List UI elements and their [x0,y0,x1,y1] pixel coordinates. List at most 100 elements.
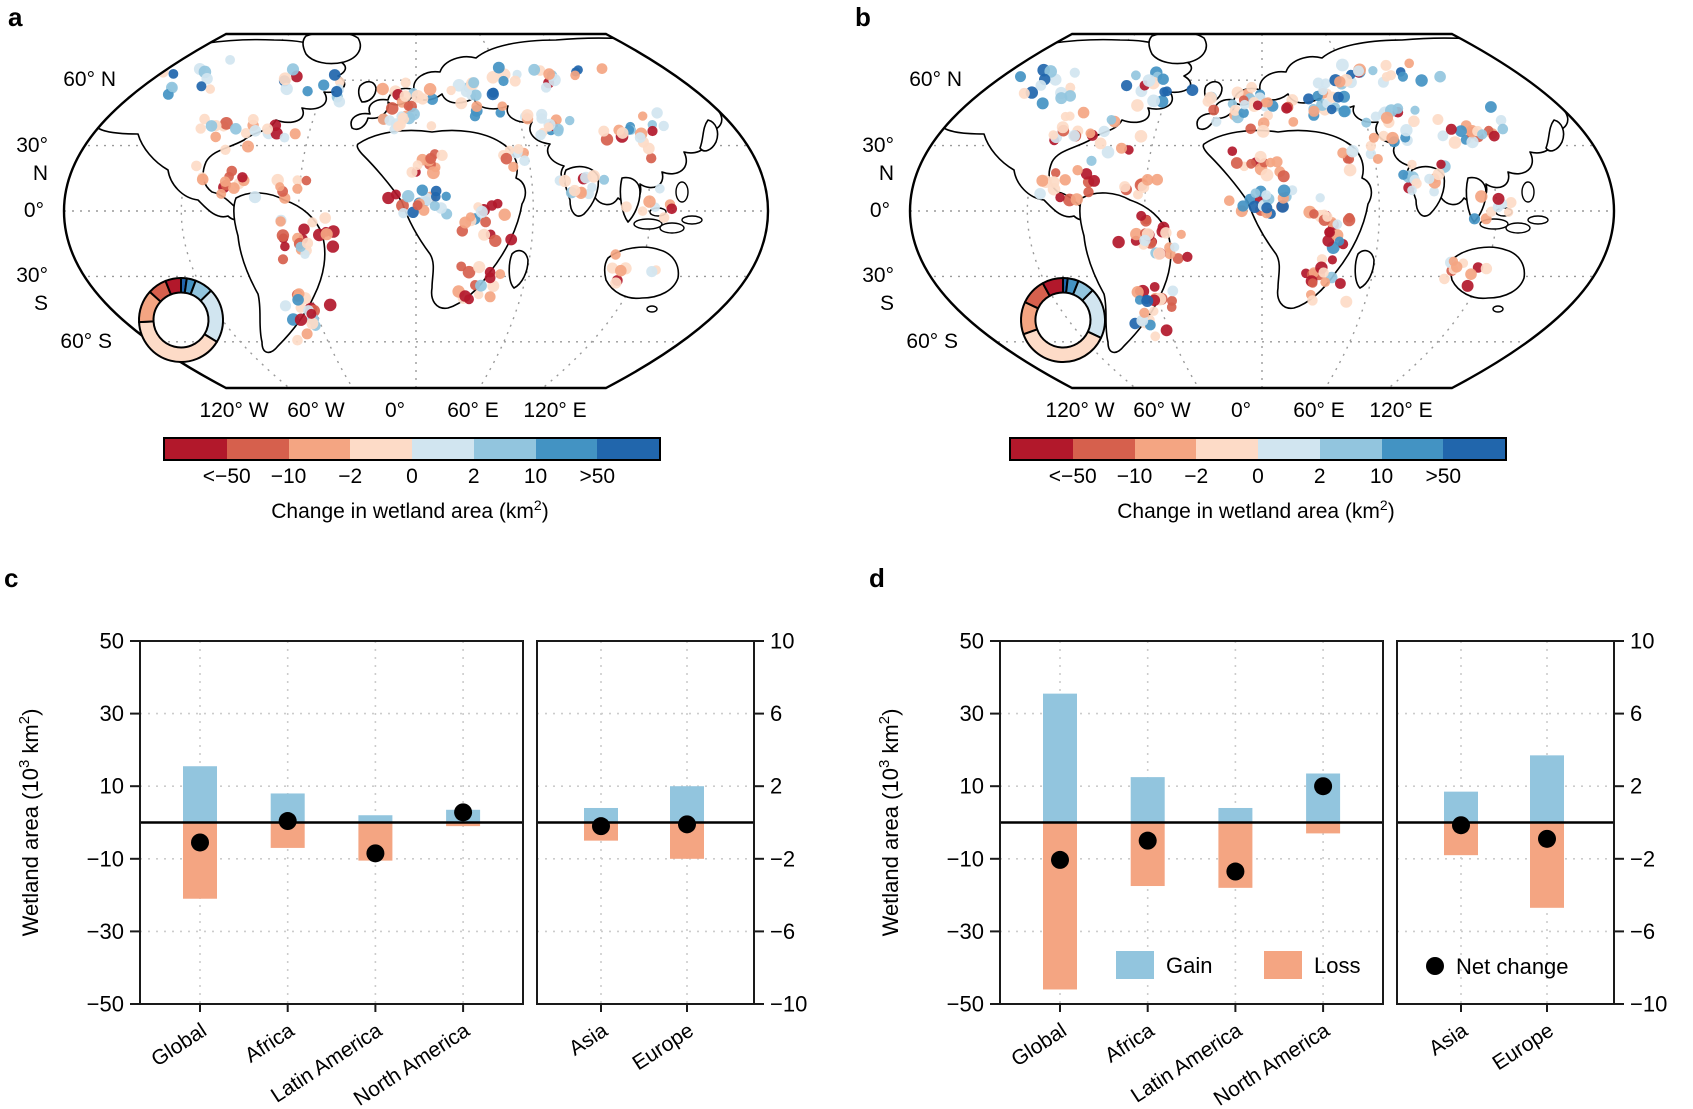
map-dot site-europe-west [1239,99,1250,110]
map-dot site-north-africa [1246,158,1256,169]
map-dot site-southern-africa [1307,278,1318,288]
map-dot site-southern-africa [1320,277,1331,287]
map-dot site-europe-west [1288,117,1299,127]
map-dot site-siberia [1380,59,1392,71]
net-change-dot-Africa [1138,831,1157,850]
map-dot site-east-asia [1466,136,1479,149]
map-dot site-east-central-africa [459,216,472,229]
continent-outline [1545,119,1565,152]
island-outline [1527,215,1549,225]
map-dot site-central-asia [543,122,554,132]
map-dot site-east-asia [1432,114,1444,125]
map-dot site-mexico-central-america [1070,193,1083,206]
map-dot site-siberia [1434,70,1446,83]
continent-outline [302,34,362,65]
map-dot site-west-africa-sahel [431,191,441,202]
map-dot site-europe-west [400,77,411,88]
lon-label: 120° E [1369,399,1433,422]
lon-label: 60° W [287,399,345,422]
map-dot site-mexico-central-america [237,172,248,183]
map-dot site-central-asia [536,113,547,124]
map-dot site-caribbean [292,175,303,186]
lat-label: 30° S [16,264,48,316]
net-change-dot-North America [1314,777,1333,796]
map-dot site-west-africa-sahel [416,184,428,196]
map-dot site-southern-africa [1335,278,1346,289]
map-dot site-central-asia [565,115,575,126]
map-dot site-east-asia [1495,115,1507,126]
map-dot site-united-states [1098,125,1110,138]
map-dot site-south-america-north [320,228,333,241]
island-outline [721,311,735,321]
map-dot site-europe-east [488,87,499,98]
map-dot site-southeast-asia [1468,213,1481,225]
colorbar-segment [350,439,412,459]
island-outline [1521,181,1535,203]
map-dot site-australia [1472,262,1484,273]
lat-label: 60° S [906,329,958,353]
map-dot site-middle-east [519,155,530,166]
map-dot site-siberia [1381,72,1392,82]
lat-label: 60° N [63,68,116,92]
map-dot site-siberia [509,75,521,87]
map-dot site-alaska-nw-canada [1015,71,1026,83]
map-dot site-mexico-central-america [219,176,231,187]
map-dot site-australia [610,249,621,260]
map-dot site-siberia [498,75,509,87]
map-dot site-central-asia [553,126,564,137]
map-dot site-central-asia [1370,111,1381,122]
lat-label: 30° N [862,133,894,185]
legend-gain-label: Gain [1166,953,1212,978]
map-dot site-central-asia [1380,111,1394,124]
map-dot site-south-asia [599,174,610,185]
map-dot site-east-central-africa [1322,211,1333,222]
map-dot site-southeast-asia [1492,192,1505,205]
net-change-dot-Africa [278,812,297,831]
y-tick-label: −10 [87,846,124,871]
map-dot site-australia [646,266,658,278]
map-dot site-east-central-africa [1342,213,1356,227]
map-dot site-siberia [543,68,555,80]
y-tick-label: 30 [960,701,984,726]
map-dot site-north-africa [1227,146,1238,156]
island-outline [1505,222,1531,234]
loss-bar-Global [1043,822,1077,990]
lat-label: 30° N [16,133,48,185]
map-dot site-east-central-africa [1334,236,1345,246]
map-dot site-east-asia [1477,129,1488,140]
map-dot site-southern-africa [462,265,476,279]
map-dot site-east-central-africa [498,208,511,221]
panel-c-bars: c 50 30 10 −10 −30 −50 Global Africa Latin Ameri… [0,555,833,1109]
map-dot site-europe-east [1303,93,1315,105]
map-dot site-central-asia [1368,132,1379,143]
map-dot site-alaska-nw-canada [225,55,236,65]
map-dot site-mexico-central-america [248,191,262,204]
map-dot site-west-africa-sahel [1276,200,1289,213]
map-dot site-united-states [1048,130,1059,140]
map-dot site-mexico-central-america [1055,192,1065,203]
map-dot site-west-africa-sahel [382,191,395,205]
map-dot site-south-america-south [1141,295,1154,307]
panel-b-letter: b [855,2,871,32]
map-dot site-south-asia [1407,159,1417,170]
map-dot site-europe-west [1262,97,1273,108]
colorbar-caption: Change in wetland area (km2) [1117,497,1395,523]
map-dot site-siberia [492,61,505,74]
category-label-Global: Global [147,1019,210,1071]
map-dot site-south-asia [1429,186,1439,197]
map-dot site-west-africa-sahel [1261,202,1273,214]
map-dot site-southeast-asia [637,206,648,216]
colorbar-tick-label: −10 [1116,465,1153,488]
map-dot site-caribbean [1151,173,1163,186]
map-dot site-south-america-south [1149,282,1160,292]
meridian-line [1324,34,1381,388]
map-dot site-east-central-africa [1309,209,1319,219]
map-dot site-australia [1448,256,1459,266]
donut-summary-b [1020,277,1106,363]
map-dot site-central-asia [535,129,546,141]
map-dot site-east-asia [658,120,669,132]
colorbar-tick-label: 2 [1313,465,1326,488]
map-dot site-southern-africa [456,261,467,272]
category-label-Europe: Europe [628,1019,697,1075]
map-dot site-caribbean [301,175,312,186]
